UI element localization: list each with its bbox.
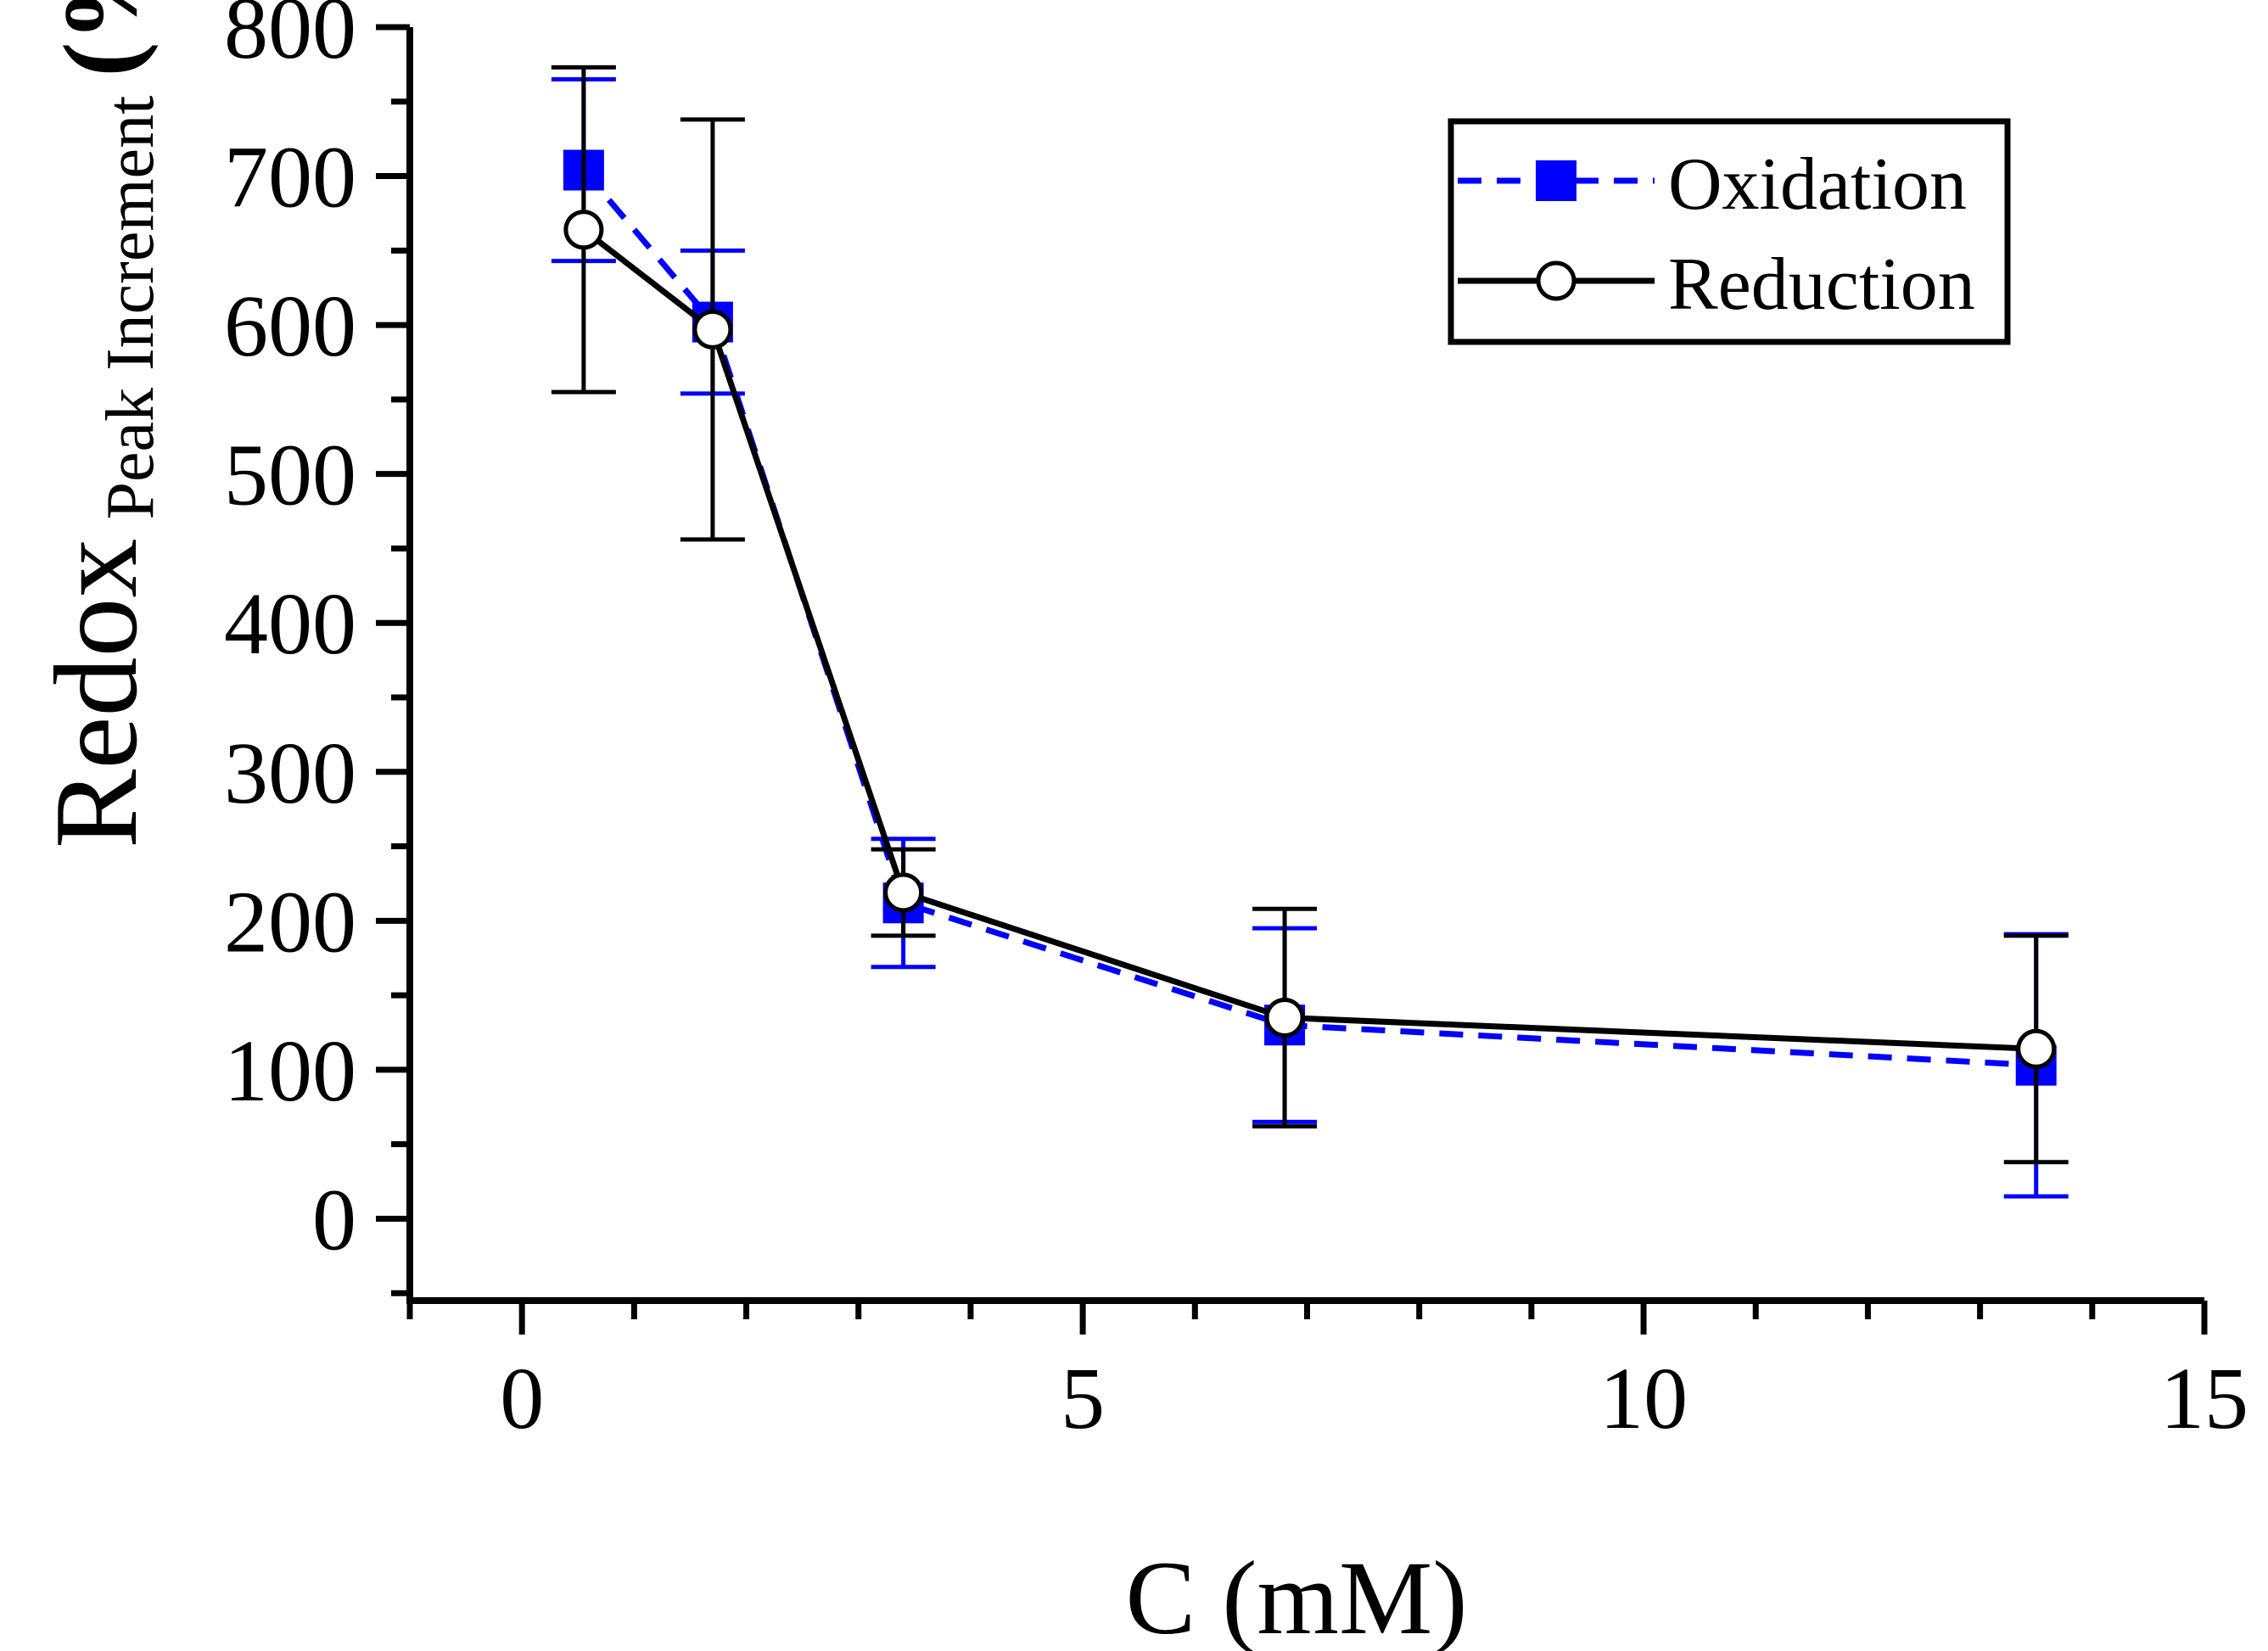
y-tick-label: 300 xyxy=(224,725,356,822)
point-reduction xyxy=(692,309,733,350)
x-axis-ticks: 0 5 10 15 xyxy=(406,1301,2248,1447)
x-axis-title: C (mM) xyxy=(1126,1540,1468,1651)
x-tick-label: 0 xyxy=(500,1350,544,1447)
y-axis-title: Redox Peak Increment (%) xyxy=(31,0,168,848)
x-tick-label: 5 xyxy=(1061,1350,1105,1447)
legend-reduction-label: Reduction xyxy=(1668,243,1975,326)
series-reduction xyxy=(551,64,2069,1165)
y-tick-label: 0 xyxy=(312,1171,356,1268)
y-tick-label: 200 xyxy=(224,873,356,971)
y-tick-label: 400 xyxy=(224,575,356,673)
y-tick-label: 700 xyxy=(224,129,356,227)
legend: Oxidation Reduction xyxy=(1448,118,2011,345)
y-tick-label: 100 xyxy=(224,1022,356,1120)
y-axis-title-subscript: Peak Increment xyxy=(93,96,168,520)
y-tick-label: 800 xyxy=(224,0,356,77)
y-axis-title-main: Redox xyxy=(31,538,162,848)
legend-oxidation-label: Oxidation xyxy=(1668,143,1967,226)
legend-oxidation-marker xyxy=(1536,160,1576,201)
point-reduction xyxy=(2016,1028,2057,1069)
y-axis-ticks: 0 100 200 300 400 500 600 700 800 xyxy=(224,0,410,1296)
series-line-reduction xyxy=(581,227,2036,1052)
y-tick-label: 600 xyxy=(224,277,356,375)
point-reduction xyxy=(1264,997,1305,1038)
series-line-oxidation xyxy=(581,168,2036,1069)
legend-reduction-marker xyxy=(1536,260,1576,301)
x-tick-label: 10 xyxy=(1599,1350,1688,1447)
y-tick-label: 500 xyxy=(224,427,356,524)
point-reduction xyxy=(563,210,604,250)
series-layer xyxy=(551,64,2069,1199)
legend-box xyxy=(1448,118,2011,345)
y-axis-title-unit: (%) xyxy=(42,0,159,77)
point-reduction xyxy=(883,872,924,913)
x-tick-label: 15 xyxy=(2160,1350,2248,1447)
